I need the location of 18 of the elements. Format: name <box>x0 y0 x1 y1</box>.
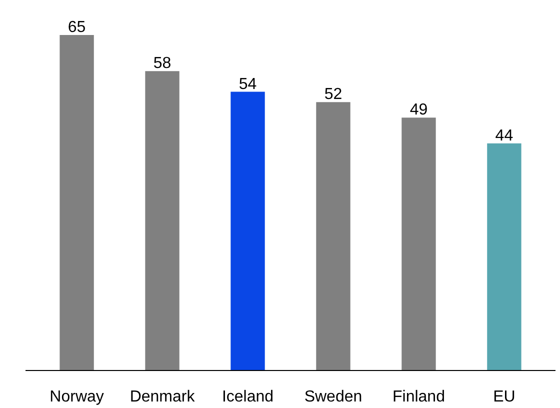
x-tick-label: Sweden <box>304 388 362 406</box>
x-tick-label: EU <box>493 388 516 406</box>
data-label: 65 <box>68 19 86 36</box>
x-tick-label: Norway <box>50 388 104 406</box>
data-label: 44 <box>495 127 514 144</box>
data-label: 58 <box>153 55 172 72</box>
data-label: 49 <box>410 102 428 119</box>
data-label: 52 <box>324 86 342 104</box>
bar <box>402 118 436 370</box>
x-tick-label: Iceland <box>222 388 274 406</box>
bar <box>230 92 265 370</box>
bar <box>316 102 350 370</box>
bar <box>145 71 180 370</box>
x-tick-label: Finland <box>392 388 445 406</box>
bar <box>487 143 522 370</box>
data-label: 54 <box>238 76 257 93</box>
x-tick-label: Denmark <box>130 388 196 406</box>
bar <box>60 35 94 370</box>
